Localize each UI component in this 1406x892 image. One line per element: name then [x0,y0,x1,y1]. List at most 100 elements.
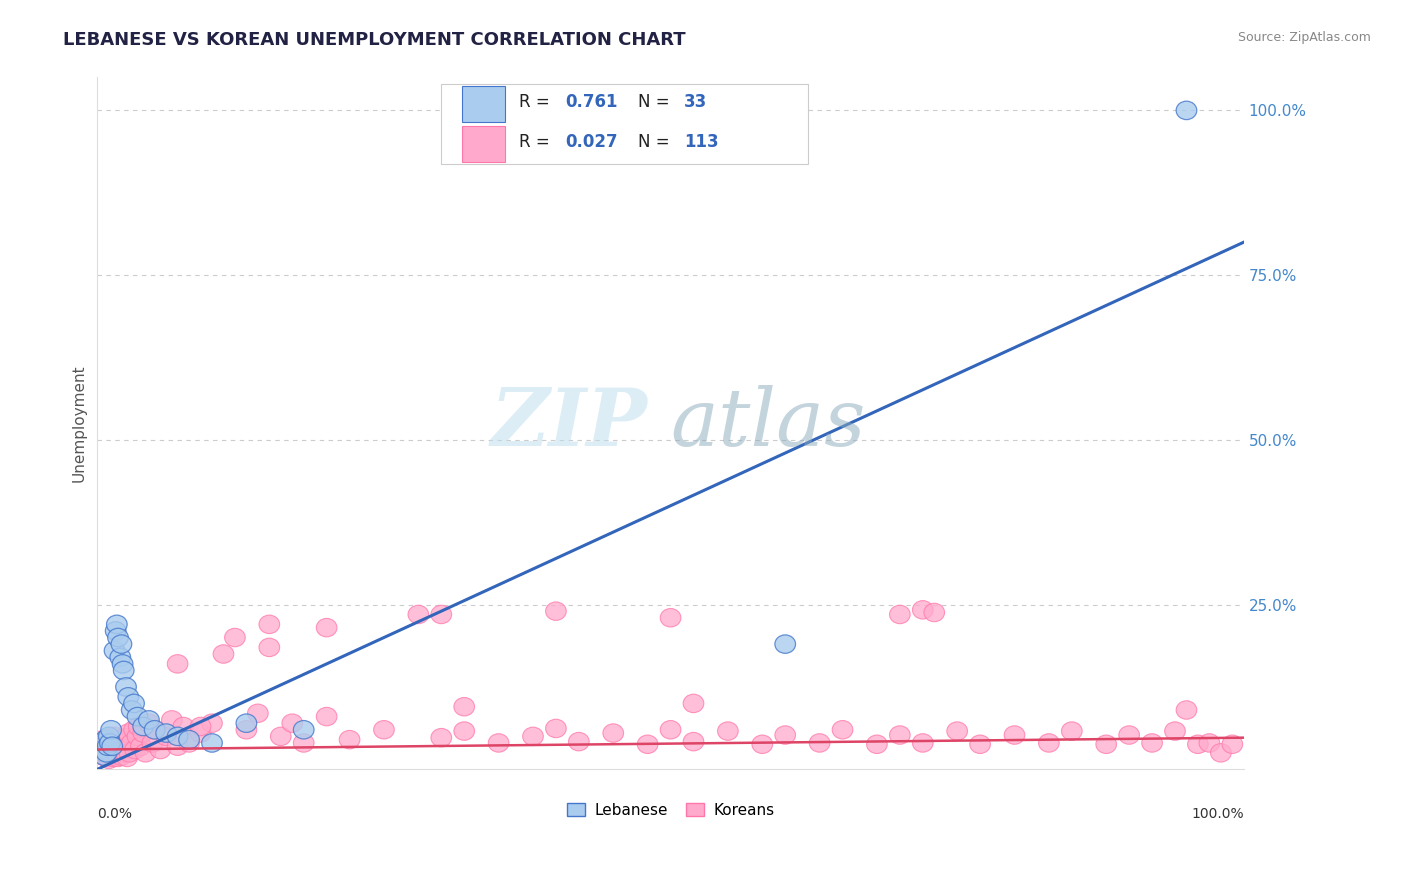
Ellipse shape [117,748,138,766]
Ellipse shape [108,628,128,647]
Ellipse shape [156,727,177,746]
Ellipse shape [104,737,125,756]
Ellipse shape [96,737,115,756]
Ellipse shape [145,721,165,739]
Ellipse shape [294,734,314,752]
Ellipse shape [912,734,934,752]
Ellipse shape [100,734,121,752]
Ellipse shape [156,723,177,742]
Ellipse shape [114,744,134,762]
Text: R =: R = [519,94,555,112]
Ellipse shape [134,717,153,736]
Ellipse shape [316,707,337,726]
Ellipse shape [127,727,148,746]
Ellipse shape [100,739,121,757]
Ellipse shape [1142,734,1163,752]
Ellipse shape [135,744,156,762]
Ellipse shape [91,744,112,762]
Ellipse shape [294,721,314,739]
Ellipse shape [107,732,127,751]
Ellipse shape [890,726,910,744]
Ellipse shape [120,744,139,762]
Text: 33: 33 [685,94,707,112]
Ellipse shape [112,735,134,754]
Ellipse shape [90,740,111,759]
Ellipse shape [107,615,127,633]
Ellipse shape [112,655,134,673]
Ellipse shape [866,735,887,754]
Ellipse shape [1062,722,1083,740]
Ellipse shape [103,741,122,760]
Ellipse shape [98,727,120,746]
Text: N =: N = [638,133,675,152]
Ellipse shape [339,731,360,749]
Ellipse shape [1095,735,1116,754]
Ellipse shape [105,622,127,640]
Ellipse shape [603,723,624,742]
Ellipse shape [150,740,170,759]
Ellipse shape [145,721,165,739]
Ellipse shape [432,729,451,747]
Ellipse shape [97,737,118,756]
Text: LEBANESE VS KOREAN UNEMPLOYMENT CORRELATION CHART: LEBANESE VS KOREAN UNEMPLOYMENT CORRELAT… [63,31,686,49]
Ellipse shape [124,694,145,713]
Text: N =: N = [638,94,675,112]
Ellipse shape [115,678,136,696]
Ellipse shape [201,734,222,752]
Ellipse shape [100,729,121,747]
Ellipse shape [115,729,136,747]
Ellipse shape [91,734,112,752]
Ellipse shape [121,701,142,719]
Ellipse shape [93,737,114,756]
Ellipse shape [661,608,681,627]
Ellipse shape [128,717,149,736]
Ellipse shape [93,731,114,749]
Ellipse shape [270,727,291,746]
Ellipse shape [832,721,853,739]
Ellipse shape [142,734,163,752]
Ellipse shape [1188,735,1208,754]
Text: 100.0%: 100.0% [1191,807,1244,822]
Ellipse shape [139,711,159,729]
Ellipse shape [1177,701,1197,719]
Ellipse shape [127,707,148,726]
Ellipse shape [110,648,131,666]
Ellipse shape [96,744,117,762]
Ellipse shape [167,727,188,746]
Ellipse shape [523,727,543,746]
Ellipse shape [118,723,139,742]
Ellipse shape [1004,726,1025,744]
Ellipse shape [101,721,121,739]
Legend: Lebanese, Koreans: Lebanese, Koreans [561,797,780,824]
Ellipse shape [173,717,194,736]
Ellipse shape [124,721,145,739]
Ellipse shape [101,735,121,754]
Ellipse shape [259,638,280,657]
Text: 0.761: 0.761 [565,94,617,112]
Ellipse shape [1211,744,1232,762]
Ellipse shape [259,615,280,633]
Ellipse shape [118,688,139,706]
Ellipse shape [201,714,222,732]
Ellipse shape [96,747,115,765]
Ellipse shape [236,721,257,739]
Ellipse shape [108,740,129,759]
Ellipse shape [94,735,114,754]
Ellipse shape [374,721,394,739]
Ellipse shape [1119,726,1139,744]
Ellipse shape [946,722,967,740]
Ellipse shape [890,606,910,624]
Ellipse shape [97,735,118,754]
Ellipse shape [111,747,132,765]
Ellipse shape [488,734,509,752]
Ellipse shape [454,698,475,716]
Ellipse shape [96,732,117,751]
Ellipse shape [93,747,114,765]
Ellipse shape [134,723,153,742]
Ellipse shape [775,635,796,653]
Text: 0.027: 0.027 [565,133,617,152]
Ellipse shape [924,603,945,622]
Ellipse shape [105,746,127,764]
Ellipse shape [683,694,704,713]
FancyBboxPatch shape [463,126,506,161]
